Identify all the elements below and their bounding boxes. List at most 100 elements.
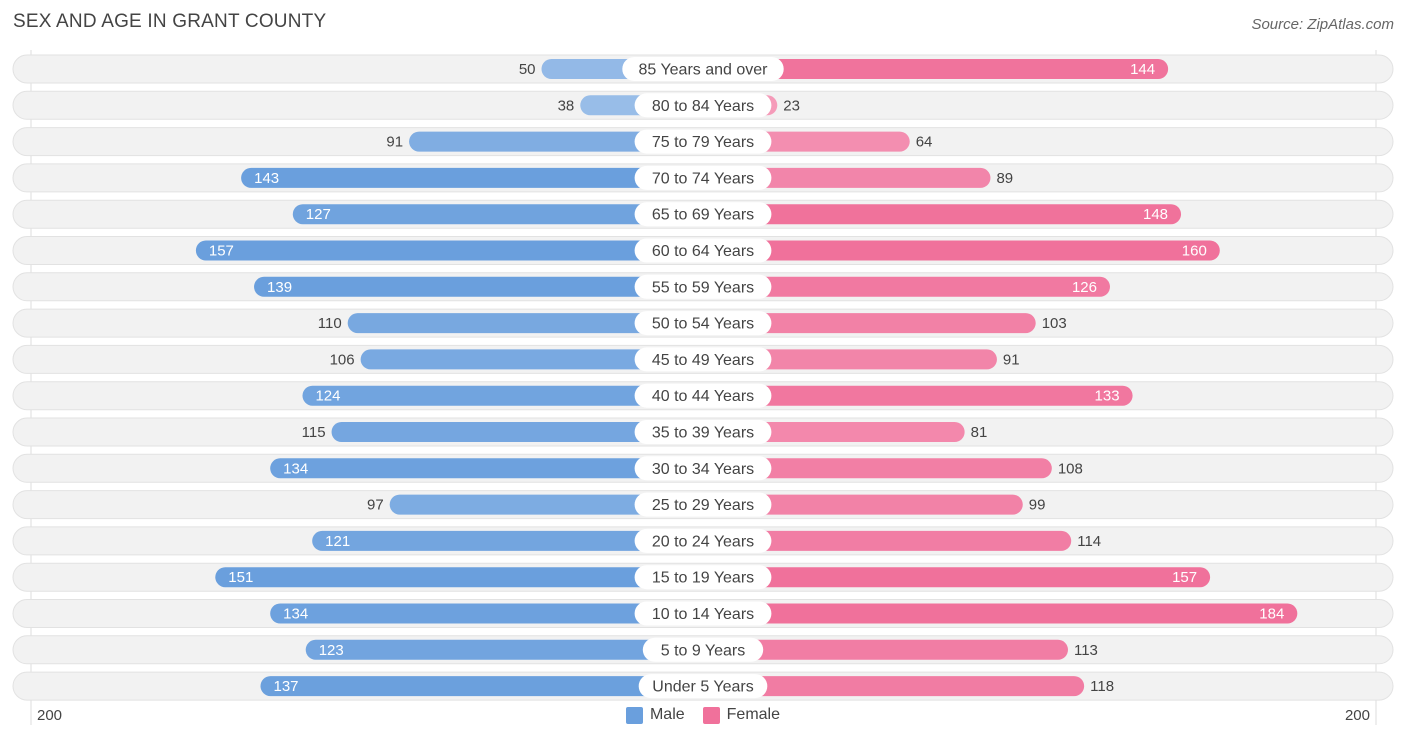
male-bar [270,603,713,624]
category-label-pill [634,383,772,408]
age-row: 121 114 20 to 24 Years [12,526,1394,556]
age-row: 106 91 45 to 49 Years [12,344,1394,374]
category-label-pill [634,311,772,336]
male-value-label: 124 [315,388,340,405]
female-value-label: 160 [1182,243,1207,260]
age-row: 134 108 30 to 34 Years [12,453,1394,483]
male-value-label: 139 [267,279,292,296]
male-bar [305,639,713,660]
age-row: 134 184 10 to 14 Years [12,599,1394,628]
female-bar [693,639,1068,660]
female-bar [693,676,1085,697]
female-bar [693,313,1036,334]
age-row: 137 118 Under 5 Years [12,671,1394,701]
male-value-label: 151 [228,569,253,586]
male-bar [195,240,713,261]
male-bar [270,458,713,479]
age-row: 127 148 65 to 69 Years [12,199,1394,229]
female-value-label: 133 [1095,388,1120,405]
category-label-pill [634,420,772,444]
male-value-label: 110 [318,315,342,332]
female-value-label: 148 [1143,206,1168,223]
male-value-label: 134 [283,606,308,623]
category-label-pill [634,93,772,118]
category-label-pill [634,528,772,553]
category-label: 25 to 29 Years [652,497,754,514]
category-label-pill [638,674,768,699]
category-label: 15 to 19 Years [652,570,754,587]
female-bar [693,240,1220,261]
category-label-pill [634,601,772,626]
male-value-label: 137 [273,678,298,695]
legend: Male Female [0,706,1406,724]
category-label-pill [634,202,772,227]
female-value-label: 108 [1058,460,1083,477]
age-row: 139 126 55 to 59 Years [12,272,1394,302]
age-row: 157 160 60 to 64 Years [12,236,1394,265]
male-bar [215,567,713,588]
female-bar [693,603,1298,624]
female-value-label: 81 [971,424,988,441]
female-bar [693,385,1133,406]
legend-label-female: Female [726,706,781,723]
category-label-pill [634,274,772,299]
category-label-pill [634,565,772,590]
female-value-label: 126 [1072,279,1097,296]
female-value-label: 99 [1029,497,1046,514]
female-bar [693,458,1052,479]
age-row: 50 144 85 Years and over [12,54,1394,84]
age-row: 143 89 70 to 74 Years [12,163,1394,193]
female-value-label: 157 [1172,569,1197,586]
male-value-label: 115 [302,424,326,441]
age-row: 110 103 50 to 54 Years [12,308,1394,338]
female-value-label: 23 [783,97,800,114]
axis-right-label: 200 [1344,707,1370,724]
category-label: 5 to 9 Years [661,642,746,659]
male-bar [292,204,713,225]
source-credit: Source: ZipAtlas.com [1251,16,1394,33]
male-value-label: 121 [325,533,350,550]
category-label: 40 to 44 Years [652,388,754,405]
age-row: 115 81 35 to 39 Years [12,417,1394,447]
female-bar [693,59,1169,79]
category-label: 65 to 69 Years [652,207,754,224]
female-bar [693,494,1023,515]
male-value-label: 143 [254,170,279,187]
female-value-label: 184 [1259,606,1284,623]
male-value-label: 38 [558,97,575,114]
category-label: Under 5 Years [652,679,753,696]
male-bar [360,349,713,370]
category-label-pill [634,456,772,481]
male-value-label: 127 [306,206,331,223]
legend-item-female: Female [702,706,781,724]
female-value-label: 64 [916,134,933,151]
male-bar [389,494,713,515]
age-row: 91 64 75 to 79 Years [12,127,1394,157]
category-label: 50 to 54 Years [652,316,754,333]
male-bar [260,676,713,697]
female-value-label: 113 [1074,642,1098,659]
male-value-label: 123 [319,642,344,659]
female-value-label: 103 [1042,315,1067,332]
category-label: 45 to 49 Years [652,352,754,369]
female-value-label: 89 [996,170,1013,187]
category-label-pill [634,492,772,517]
female-bar [693,204,1182,225]
category-label: 30 to 34 Years [652,461,754,478]
legend-label-male: Male [649,706,685,723]
male-bar [241,167,714,188]
female-bar [693,530,1072,551]
age-row: 124 133 40 to 44 Years [12,381,1394,411]
legend-item-male: Male [625,706,685,724]
female-bar [693,567,1211,588]
category-label: 60 to 64 Years [652,243,754,260]
chart-title: SEX AND AGE IN GRANT COUNTY [13,11,327,32]
male-bar [331,422,713,442]
category-label-pill [634,347,772,372]
female-value-label: 114 [1077,533,1101,550]
category-label-pill [622,57,784,81]
category-label-pill [634,238,772,263]
male-value-label: 134 [283,460,308,477]
category-label-pill [634,165,772,190]
